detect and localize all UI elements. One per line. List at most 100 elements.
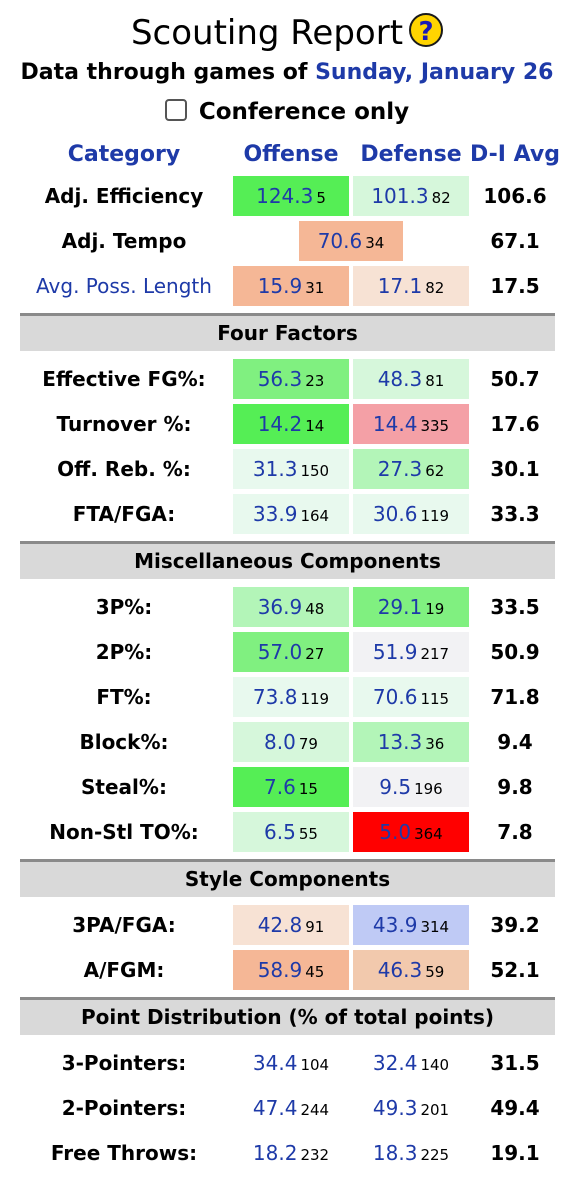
page-title: Scouting Report? xyxy=(0,12,574,54)
defense-value[interactable]: 9.5 xyxy=(379,775,412,799)
defense-value[interactable]: 17.1 xyxy=(377,274,423,298)
avg-poss-length-link[interactable]: Avg. Poss. Length xyxy=(36,274,212,298)
offense-rank: 232 xyxy=(300,1146,330,1164)
offense-value[interactable]: 36.9 xyxy=(257,595,303,619)
offense-value[interactable]: 8.0 xyxy=(264,730,296,754)
tempo-value[interactable]: 70.6 xyxy=(317,229,363,253)
header-category[interactable]: Category xyxy=(67,142,181,167)
defense-value[interactable]: 49.3 xyxy=(372,1096,418,1120)
header-offense[interactable]: Offense xyxy=(243,142,339,167)
offense-cell: 56.3 23 xyxy=(233,359,349,399)
row-block: Block%: 8.0 79 13.3 36 9.4 xyxy=(0,722,574,762)
defense-rank: 82 xyxy=(431,189,451,207)
conference-only-checkbox[interactable] xyxy=(164,99,187,121)
offense-rank: 164 xyxy=(300,507,330,525)
row-label: 3PA/FGA: xyxy=(72,913,176,937)
offense-cell: 33.9 164 xyxy=(233,494,349,534)
offense-value[interactable]: 18.2 xyxy=(252,1141,298,1165)
offense-value[interactable]: 47.4 xyxy=(252,1096,298,1120)
offense-value[interactable]: 42.8 xyxy=(257,913,303,937)
defense-value[interactable]: 13.3 xyxy=(377,730,423,754)
offense-rank: 119 xyxy=(300,690,330,708)
di-avg-value: 52.1 xyxy=(490,958,540,982)
offense-value[interactable]: 7.6 xyxy=(264,775,296,799)
row-label: Steal%: xyxy=(81,775,167,799)
offense-cell: 124.3 5 xyxy=(233,176,349,216)
defense-value[interactable]: 18.3 xyxy=(372,1141,418,1165)
defense-rank: 335 xyxy=(420,417,450,435)
row-fta-fga: FTA/FGA: 33.9 164 30.6 119 33.3 xyxy=(0,494,574,534)
di-avg-value: 7.8 xyxy=(497,820,533,844)
offense-value[interactable]: 6.5 xyxy=(264,820,296,844)
row-label: Adj. Tempo xyxy=(61,229,187,253)
offense-value[interactable]: 73.8 xyxy=(252,685,298,709)
defense-cell: 27.3 62 xyxy=(353,449,469,489)
defense-value[interactable]: 46.3 xyxy=(377,958,423,982)
di-avg-value: 39.2 xyxy=(490,913,540,937)
row-3pa-fga: 3PA/FGA: 42.8 91 43.9 314 39.2 xyxy=(0,905,574,945)
offense-value[interactable]: 14.2 xyxy=(257,412,303,436)
offense-cell: 34.4 104 xyxy=(233,1043,349,1083)
row-label: Free Throws: xyxy=(50,1141,198,1165)
row-turnover: Turnover %: 14.2 14 14.4 335 17.6 xyxy=(0,404,574,444)
defense-value[interactable]: 14.4 xyxy=(372,412,418,436)
defense-rank: 201 xyxy=(420,1101,450,1119)
di-avg-value: 49.4 xyxy=(490,1096,540,1120)
offense-cell: 36.9 48 xyxy=(233,587,349,627)
offense-cell: 7.6 15 xyxy=(233,767,349,807)
offense-value[interactable]: 58.9 xyxy=(257,958,303,982)
defense-cell: 5.0 364 xyxy=(353,812,469,852)
offense-value[interactable]: 56.3 xyxy=(257,367,303,391)
defense-value[interactable]: 51.9 xyxy=(372,640,418,664)
offense-cell: 6.5 55 xyxy=(233,812,349,852)
row-label: 2-Pointers: xyxy=(61,1096,187,1120)
defense-value[interactable]: 43.9 xyxy=(372,913,418,937)
defense-value[interactable]: 29.1 xyxy=(377,595,423,619)
defense-value[interactable]: 48.3 xyxy=(377,367,423,391)
data-date-prefix: Data through games of xyxy=(20,60,308,85)
defense-cell: 32.4 140 xyxy=(353,1043,469,1083)
tempo-rank: 34 xyxy=(365,234,385,252)
offense-value[interactable]: 33.9 xyxy=(252,502,298,526)
header-defense[interactable]: Defense xyxy=(360,142,462,167)
header-di-avg[interactable]: D-I Avg xyxy=(470,142,560,167)
defense-rank: 19 xyxy=(425,600,445,618)
offense-value[interactable]: 31.3 xyxy=(252,457,298,481)
offense-rank: 150 xyxy=(300,462,330,480)
offense-rank: 27 xyxy=(305,645,325,663)
offense-value[interactable]: 15.9 xyxy=(257,274,303,298)
defense-value[interactable]: 32.4 xyxy=(372,1051,418,1075)
defense-rank: 82 xyxy=(425,279,445,297)
di-avg-value: 71.8 xyxy=(490,685,540,709)
offense-rank: 244 xyxy=(300,1101,330,1119)
di-avg-value: 33.5 xyxy=(490,595,540,619)
offense-value[interactable]: 124.3 xyxy=(256,184,314,208)
defense-value[interactable]: 101.3 xyxy=(371,184,429,208)
di-avg-value: 9.4 xyxy=(497,730,533,754)
help-icon[interactable]: ? xyxy=(409,13,444,47)
di-avg-value: 67.1 xyxy=(490,229,540,253)
defense-value[interactable]: 27.3 xyxy=(377,457,423,481)
data-date-link[interactable]: Sunday, January 26 xyxy=(315,60,554,85)
conference-only-toggle[interactable]: Conference only xyxy=(0,96,574,128)
defense-rank: 140 xyxy=(420,1056,450,1074)
row-steal: Steal%: 7.6 15 9.5 196 9.8 xyxy=(0,767,574,807)
defense-value[interactable]: 5.0 xyxy=(379,820,412,844)
offense-cell: 31.3 150 xyxy=(233,449,349,489)
row-label: 3-Pointers: xyxy=(61,1051,187,1075)
defense-cell: 9.5 196 xyxy=(353,767,469,807)
offense-rank: 45 xyxy=(305,963,325,981)
defense-value[interactable]: 30.6 xyxy=(372,502,418,526)
offense-rank: 14 xyxy=(305,417,325,435)
defense-cell: 30.6 119 xyxy=(353,494,469,534)
offense-cell: 8.0 79 xyxy=(233,722,349,762)
defense-value[interactable]: 70.6 xyxy=(372,685,418,709)
offense-value[interactable]: 34.4 xyxy=(252,1051,298,1075)
offense-value[interactable]: 57.0 xyxy=(257,640,303,664)
defense-rank: 81 xyxy=(425,372,445,390)
defense-rank: 36 xyxy=(425,735,445,753)
row-label: FTA/FGA: xyxy=(72,502,176,526)
defense-rank: 217 xyxy=(420,645,450,663)
offense-cell: 15.9 31 xyxy=(233,266,349,306)
